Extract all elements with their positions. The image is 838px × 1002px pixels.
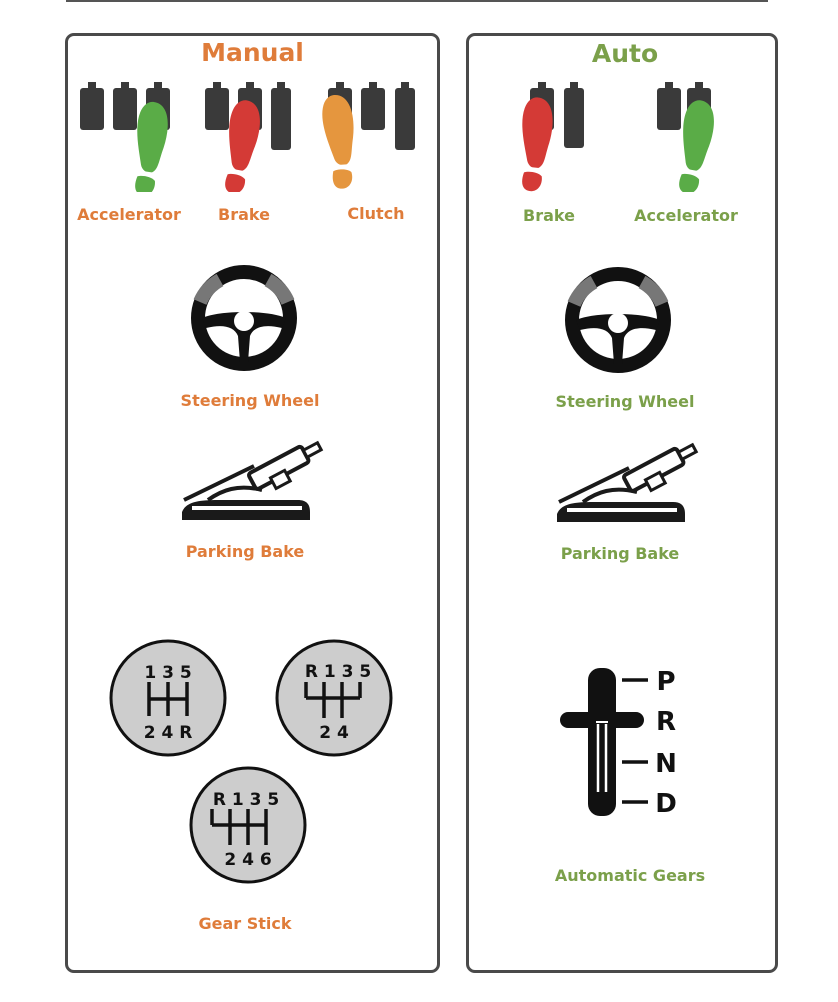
auto-steering-label: Steering Wheel (555, 392, 695, 411)
brake-pedal-icon (521, 82, 584, 192)
gear-pattern-top: R 1 3 5 (213, 790, 279, 810)
auto-panel (466, 33, 778, 973)
gear-knob-icon-1: 1 3 5 2 4 R (109, 639, 227, 757)
top-divider (66, 0, 768, 2)
gear-pattern-bottom: 2 4 6 (224, 850, 271, 870)
manual-steering-label: Steering Wheel (180, 391, 320, 410)
gear-pattern-top: 1 3 5 (144, 663, 191, 683)
steering-wheel-icon (191, 265, 297, 371)
steering-wheel-icon (565, 267, 671, 373)
gear-position-r: R (656, 707, 676, 737)
gear-pattern-top: R 1 3 5 (305, 662, 371, 682)
gear-position-n: N (655, 749, 677, 779)
accelerator-pedal-icon (657, 82, 714, 192)
auto-brake-label: Brake (523, 206, 575, 225)
manual-title: Manual (201, 38, 304, 67)
gear-pattern-bottom: 2 4 (319, 723, 349, 743)
auto-title: Auto (591, 39, 659, 68)
clutch-pedal-icon (322, 82, 415, 189)
gear-pattern-bottom: 2 4 R (144, 723, 193, 743)
manual-accelerator-label: Accelerator (77, 205, 181, 224)
manual-gear-label: Gear Stick (198, 914, 292, 933)
gear-position-d: D (655, 789, 677, 819)
manual-brake-label: Brake (218, 205, 270, 224)
gear-knob-icon-2: R 1 3 5 2 4 (275, 639, 393, 757)
parking-brake-icon (557, 442, 699, 522)
auto-parking-label: Parking Bake (560, 544, 680, 563)
manual-parking-label: Parking Bake (185, 542, 305, 561)
brake-pedal-icon (205, 82, 291, 192)
auto-accelerator-label: Accelerator (634, 206, 738, 225)
gear-knob-icon-3: R 1 3 5 2 4 6 (189, 766, 307, 884)
gear-position-p: P (656, 667, 675, 697)
manual-clutch-label: Clutch (347, 204, 405, 223)
accelerator-pedal-icon (80, 82, 170, 192)
automatic-gear-selector-icon: P R N D (560, 667, 677, 819)
auto-gear-label: Automatic Gears (554, 866, 706, 885)
parking-brake-icon (182, 440, 324, 520)
